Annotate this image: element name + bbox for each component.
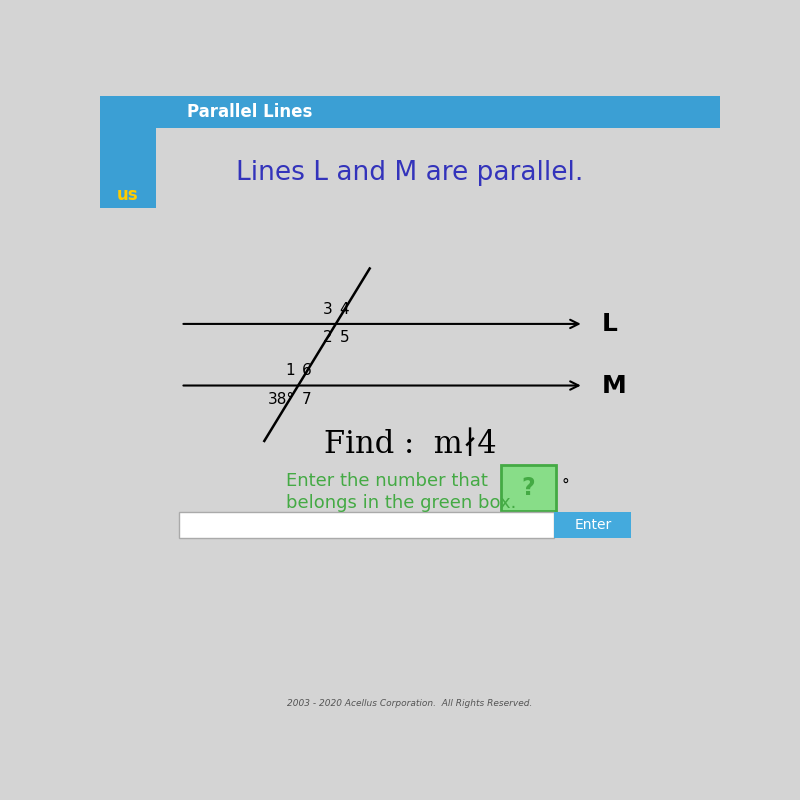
Text: 7: 7 (302, 392, 311, 406)
Text: 2003 - 2020 Acellus Corporation.  All Rights Reserved.: 2003 - 2020 Acellus Corporation. All Rig… (287, 699, 533, 709)
Text: 4: 4 (339, 302, 349, 317)
Bar (100, 96, 720, 128)
Text: Find :  m∤4: Find : m∤4 (324, 429, 496, 459)
FancyBboxPatch shape (501, 465, 556, 510)
Text: 1: 1 (285, 363, 294, 378)
Text: M: M (602, 374, 627, 398)
FancyBboxPatch shape (554, 512, 631, 538)
FancyBboxPatch shape (179, 512, 554, 538)
Text: 6: 6 (302, 363, 312, 378)
Text: us: us (117, 186, 138, 203)
Text: 3: 3 (322, 302, 332, 317)
Text: 38°: 38° (267, 392, 294, 406)
Text: Enter: Enter (574, 518, 611, 532)
Text: °: ° (562, 478, 569, 492)
Text: Parallel Lines: Parallel Lines (187, 103, 312, 121)
Text: belongs in the green box.: belongs in the green box. (286, 494, 516, 511)
Text: Lines L and M are parallel.: Lines L and M are parallel. (236, 160, 584, 186)
Text: ?: ? (522, 476, 535, 500)
Text: L: L (602, 312, 618, 336)
Text: Enter the number that: Enter the number that (286, 472, 488, 490)
Bar (100, 128, 156, 208)
Text: 2: 2 (322, 330, 332, 345)
Text: 5: 5 (339, 330, 349, 345)
